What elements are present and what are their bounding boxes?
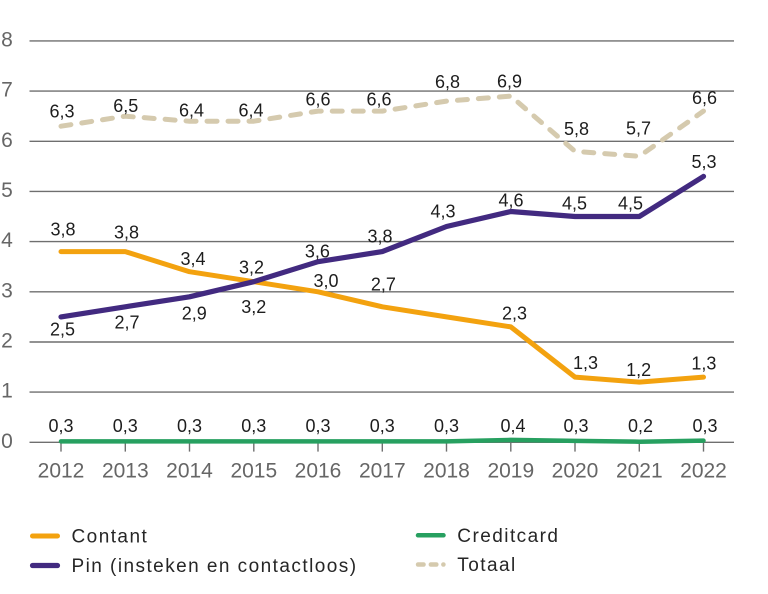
- svg-text:5,8: 5,8: [564, 119, 589, 139]
- svg-text:0,3: 0,3: [692, 416, 717, 436]
- svg-text:6,9: 6,9: [497, 72, 522, 92]
- svg-text:2: 2: [1, 330, 13, 353]
- svg-text:2018: 2018: [423, 459, 470, 482]
- svg-text:0,3: 0,3: [370, 416, 395, 436]
- svg-text:Totaal: Totaal: [457, 555, 516, 576]
- svg-text:7: 7: [1, 79, 13, 102]
- svg-text:1,2: 1,2: [626, 360, 651, 380]
- svg-text:3,4: 3,4: [180, 249, 205, 269]
- svg-text:5: 5: [1, 179, 13, 202]
- svg-text:1,3: 1,3: [691, 353, 716, 373]
- svg-text:0,4: 0,4: [500, 416, 525, 436]
- svg-text:Pin (insteken en contactloos): Pin (insteken en contactloos): [72, 556, 358, 577]
- svg-text:2015: 2015: [230, 459, 277, 482]
- svg-text:3,2: 3,2: [241, 297, 266, 317]
- svg-text:Creditcard: Creditcard: [457, 526, 559, 547]
- svg-text:0,3: 0,3: [177, 416, 202, 436]
- svg-text:1: 1: [1, 380, 13, 403]
- svg-text:3,8: 3,8: [367, 227, 392, 247]
- svg-text:6,3: 6,3: [49, 102, 74, 122]
- svg-text:8: 8: [1, 29, 13, 52]
- svg-text:6,4: 6,4: [238, 101, 263, 121]
- svg-text:Contant: Contant: [72, 527, 149, 548]
- svg-text:2017: 2017: [359, 459, 406, 482]
- svg-text:0,3: 0,3: [563, 416, 588, 436]
- svg-text:6: 6: [1, 129, 13, 152]
- svg-text:4,6: 4,6: [498, 191, 523, 211]
- svg-text:3,8: 3,8: [114, 223, 139, 243]
- svg-text:4: 4: [1, 229, 13, 252]
- svg-text:2013: 2013: [102, 459, 149, 482]
- svg-text:3,2: 3,2: [239, 257, 264, 277]
- svg-text:6,8: 6,8: [435, 72, 460, 92]
- svg-text:6,6: 6,6: [692, 88, 717, 108]
- svg-text:4,3: 4,3: [430, 202, 455, 222]
- svg-text:2,7: 2,7: [371, 274, 396, 294]
- svg-text:4,5: 4,5: [562, 194, 587, 214]
- svg-text:0,3: 0,3: [434, 416, 459, 436]
- svg-text:0,3: 0,3: [305, 416, 330, 436]
- svg-text:0,3: 0,3: [241, 416, 266, 436]
- svg-text:2,9: 2,9: [182, 304, 207, 324]
- svg-text:2016: 2016: [295, 459, 342, 482]
- svg-text:6,5: 6,5: [113, 96, 138, 116]
- svg-text:2019: 2019: [487, 459, 534, 482]
- svg-text:5,3: 5,3: [691, 152, 716, 172]
- svg-text:2,3: 2,3: [502, 304, 527, 324]
- svg-text:3,6: 3,6: [305, 242, 330, 262]
- svg-text:2020: 2020: [552, 459, 599, 482]
- svg-text:3,8: 3,8: [50, 220, 75, 240]
- svg-text:2021: 2021: [616, 459, 663, 482]
- svg-text:0,2: 0,2: [628, 416, 653, 436]
- svg-text:2,5: 2,5: [50, 320, 75, 340]
- svg-text:2,7: 2,7: [114, 313, 139, 333]
- svg-text:3,0: 3,0: [313, 271, 338, 291]
- svg-text:6,6: 6,6: [305, 89, 330, 109]
- svg-text:0,3: 0,3: [113, 416, 138, 436]
- svg-text:0: 0: [1, 430, 13, 453]
- svg-text:5,7: 5,7: [626, 119, 651, 139]
- svg-text:0,3: 0,3: [48, 416, 73, 436]
- svg-text:3: 3: [1, 279, 13, 302]
- svg-text:1,3: 1,3: [573, 353, 598, 373]
- svg-text:6,6: 6,6: [366, 89, 391, 109]
- svg-text:2014: 2014: [166, 459, 213, 482]
- svg-text:2022: 2022: [680, 459, 727, 482]
- svg-text:2012: 2012: [38, 459, 85, 482]
- svg-text:4,5: 4,5: [618, 194, 643, 214]
- svg-text:6,4: 6,4: [179, 101, 204, 121]
